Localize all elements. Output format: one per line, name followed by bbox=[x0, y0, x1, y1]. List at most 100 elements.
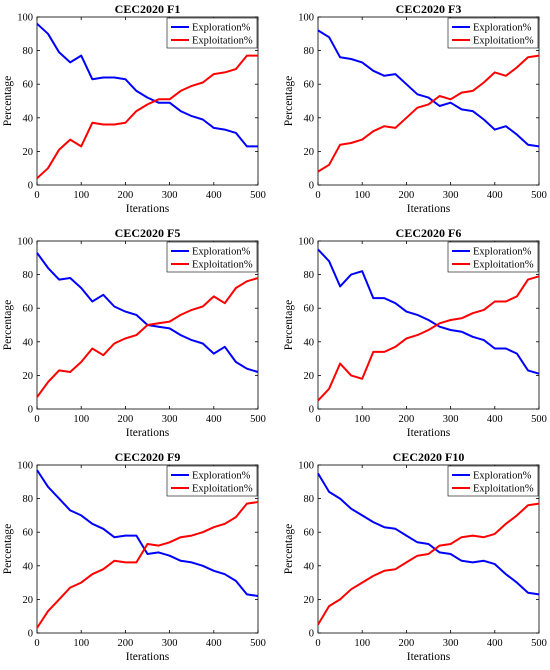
legend-box bbox=[166, 241, 258, 273]
legend-label: Exploration% bbox=[192, 23, 251, 34]
x-tick-label: 200 bbox=[118, 414, 134, 425]
x-tick-label: 0 bbox=[315, 638, 320, 649]
y-tick-label: 40 bbox=[23, 113, 34, 124]
x-tick-label: 0 bbox=[315, 414, 320, 425]
x-tick-label: 100 bbox=[73, 414, 89, 425]
y-tick-label: 40 bbox=[304, 113, 315, 124]
y-axis-label: Percentage bbox=[283, 524, 295, 574]
plot-area-frame bbox=[317, 16, 540, 186]
x-tick-label: 200 bbox=[118, 190, 134, 201]
y-tick-label: 80 bbox=[304, 270, 315, 281]
plot-area-frame bbox=[36, 464, 259, 634]
y-axis-label: Percentage bbox=[2, 76, 14, 126]
exploitation-series-line bbox=[36, 501, 259, 629]
y-tick-label: 60 bbox=[304, 304, 315, 315]
chart-title: CEC2020 F6 bbox=[396, 226, 462, 240]
legend-label: Exploitation% bbox=[473, 484, 534, 495]
y-tick-label: 0 bbox=[28, 405, 33, 416]
x-tick-label: 300 bbox=[162, 414, 178, 425]
legend-box bbox=[166, 17, 258, 49]
chart-panel: CEC2020 F5 0 100 200 300 400 500 0 20 40 60 80 100 It… bbox=[2, 226, 266, 439]
x-tick-label: 0 bbox=[34, 638, 39, 649]
y-tick-label: 40 bbox=[23, 561, 34, 572]
legend: Exploration% Exploitation% bbox=[447, 241, 539, 273]
exploration-series-line bbox=[36, 469, 259, 597]
x-axis-label: Iterations bbox=[126, 203, 170, 215]
x-tick-label: 500 bbox=[250, 638, 266, 649]
x-tick-label: 100 bbox=[354, 190, 370, 201]
chart-title: CEC2020 F3 bbox=[396, 2, 462, 16]
y-tick-label: 100 bbox=[298, 13, 314, 24]
legend-label: Exploration% bbox=[473, 23, 532, 34]
chart-panel: CEC2020 F6 0 100 200 300 400 500 0 20 40 60 80 100 It… bbox=[283, 226, 547, 439]
x-tick-label: 500 bbox=[531, 414, 547, 425]
exploitation-series-line bbox=[36, 54, 258, 180]
x-tick-label: 0 bbox=[315, 190, 320, 201]
plot-area-frame bbox=[317, 240, 540, 410]
y-tick-label: 100 bbox=[298, 461, 314, 472]
exploitation-series-line bbox=[317, 54, 540, 173]
legend-label: Exploitation% bbox=[192, 36, 253, 47]
legend-label: Exploration% bbox=[192, 247, 251, 258]
y-tick-label: 100 bbox=[17, 237, 33, 248]
y-tick-label: 80 bbox=[23, 270, 34, 281]
legend-box bbox=[447, 465, 539, 497]
y-axis-label: Percentage bbox=[283, 300, 295, 350]
legend-label: Exploration% bbox=[473, 471, 532, 482]
y-tick-label: 60 bbox=[23, 304, 34, 315]
plot-area-frame bbox=[36, 240, 259, 410]
legend-label: Exploitation% bbox=[473, 260, 534, 271]
legend: Exploration% Exploitation% bbox=[166, 17, 258, 49]
chart-title: CEC2020 F9 bbox=[115, 450, 181, 464]
y-tick-label: 40 bbox=[23, 337, 34, 348]
x-axis-label: Iterations bbox=[407, 651, 451, 663]
y-axis-label: Percentage bbox=[2, 524, 14, 574]
y-tick-label: 80 bbox=[304, 46, 315, 57]
legend-label: Exploitation% bbox=[192, 260, 253, 271]
y-tick-label: 40 bbox=[304, 561, 315, 572]
y-tick-label: 100 bbox=[298, 237, 314, 248]
legend-label: Exploitation% bbox=[192, 484, 253, 495]
x-tick-label: 400 bbox=[487, 638, 503, 649]
y-tick-label: 20 bbox=[23, 147, 34, 158]
x-tick-label: 400 bbox=[206, 190, 222, 201]
y-tick-label: 80 bbox=[23, 494, 34, 505]
chart-panel: CEC2020 F3 0 100 200 300 400 500 0 20 40 60 80 100 It… bbox=[283, 2, 547, 215]
y-tick-label: 0 bbox=[28, 181, 33, 192]
x-tick-label: 100 bbox=[354, 414, 370, 425]
y-tick-label: 100 bbox=[17, 461, 33, 472]
chart-title: CEC2020 F1 bbox=[115, 2, 181, 16]
y-tick-label: 100 bbox=[17, 13, 33, 24]
x-tick-label: 300 bbox=[162, 190, 178, 201]
x-tick-label: 400 bbox=[487, 190, 503, 201]
x-tick-label: 400 bbox=[206, 414, 222, 425]
x-tick-label: 300 bbox=[443, 190, 459, 201]
chart-title: CEC2020 F5 bbox=[115, 226, 181, 240]
plot-area-frame bbox=[317, 464, 540, 634]
x-tick-label: 300 bbox=[443, 638, 459, 649]
exploration-series-line bbox=[317, 248, 540, 375]
y-tick-label: 0 bbox=[309, 181, 314, 192]
legend: Exploration% Exploitation% bbox=[447, 17, 539, 49]
y-tick-label: 20 bbox=[304, 595, 315, 606]
x-tick-label: 500 bbox=[531, 638, 547, 649]
x-axis-label: Iterations bbox=[126, 427, 170, 439]
exploitation-series-line bbox=[317, 502, 540, 626]
y-tick-label: 60 bbox=[304, 528, 315, 539]
x-tick-label: 0 bbox=[34, 190, 39, 201]
x-tick-label: 500 bbox=[531, 190, 547, 201]
x-tick-label: 0 bbox=[34, 414, 39, 425]
exploration-series-line bbox=[317, 472, 540, 596]
y-tick-label: 20 bbox=[304, 147, 315, 158]
y-tick-label: 60 bbox=[304, 80, 315, 91]
chart-panel: CEC2020 F9 0 100 200 300 400 500 0 20 40 60 80 100 It… bbox=[2, 450, 266, 663]
y-tick-label: 20 bbox=[304, 371, 315, 382]
y-tick-label: 80 bbox=[23, 46, 34, 57]
x-tick-label: 200 bbox=[399, 190, 415, 201]
legend: Exploration% Exploitation% bbox=[447, 465, 539, 497]
x-tick-label: 100 bbox=[354, 638, 370, 649]
legend-box bbox=[447, 17, 539, 49]
legend-box bbox=[447, 241, 539, 273]
x-axis-label: Iterations bbox=[407, 427, 451, 439]
